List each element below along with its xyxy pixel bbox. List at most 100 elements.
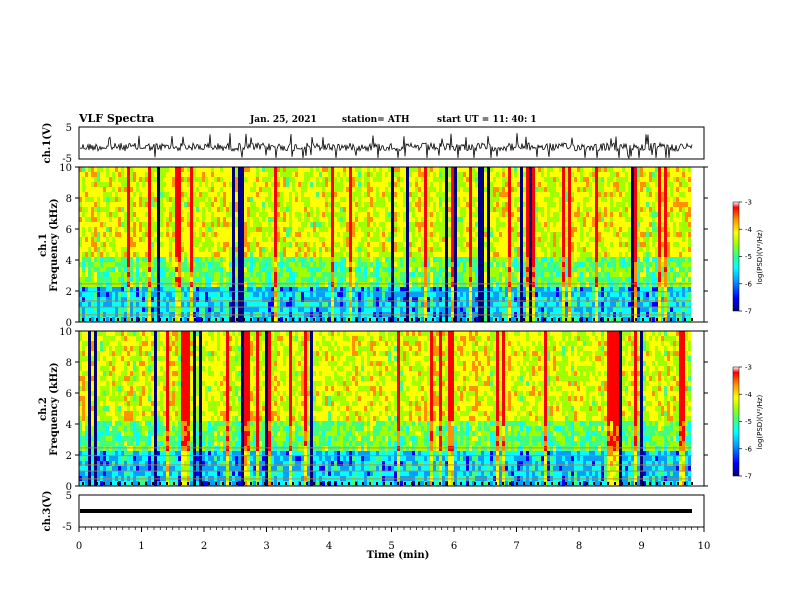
spectrogram-cell [382,302,385,307]
spectrogram-cell [157,307,160,312]
spectrogram-cell [304,282,307,287]
spectrogram-cell [496,267,499,272]
spectrogram-cell [280,297,283,302]
spectrogram-cell [103,247,106,252]
spectrogram-cell [373,287,376,292]
spectrogram-cell [343,217,346,222]
spectrogram-cell [190,282,193,287]
spectrogram-cell [94,272,97,277]
spectrogram-cell [193,307,196,312]
spectrogram-cell [373,307,376,312]
spectrogram-cell [196,297,199,302]
spectrogram-cell [418,177,421,182]
spectrogram-cell [529,272,532,277]
spectrogram-cell [217,217,220,222]
spectrogram-cell [493,222,496,227]
spectrogram-cell [427,172,430,177]
spectrogram-cell [91,297,94,302]
spectrogram-cell [202,167,205,172]
spectrogram-cell [298,202,301,207]
spectrogram-cell [559,257,562,262]
spectrogram-cell [121,212,124,217]
spectrogram-cell [250,172,253,177]
spectrogram-cell [235,242,238,247]
spectrogram-cell [496,297,499,302]
spectrogram-cell [181,307,184,312]
spectrogram-cell [184,287,187,292]
spectrogram-cell [229,237,232,242]
spectrogram-cell [136,172,139,177]
spectrogram-cell [517,287,520,292]
spectrogram-cell [121,232,124,237]
spectrogram-cell [403,187,406,192]
spectrogram-cell [196,187,199,192]
spectrogram-cell [82,282,85,287]
spectrogram-cell [229,282,232,287]
spectrogram-cell [499,182,502,187]
spectrogram-cell [100,227,103,232]
spectrogram-cell [172,222,175,227]
spectrogram-cell [346,197,349,202]
spectrogram-cell [457,257,460,262]
spectrogram-cell [187,182,190,187]
spectrogram-cell [523,227,526,232]
spectrogram-cell [142,252,145,257]
spectrogram-cell [382,197,385,202]
spectrogram-cell [172,237,175,242]
spectrogram-cell [94,267,97,272]
spectrogram-cell [424,292,427,297]
spectrogram-cell [520,307,523,312]
spectrogram-cell [310,227,313,232]
spectrogram-cell [229,177,232,182]
spectrogram-cell [274,202,277,207]
spectrogram-cell [406,262,409,267]
spectrogram-cell [538,197,541,202]
spectrogram-cell [79,187,82,192]
spectrogram-cell [436,267,439,272]
spectrogram-cell [421,252,424,257]
spectrogram-cell [241,167,244,172]
spectrogram-cell [355,242,358,247]
spectrogram-cell [133,202,136,207]
spectrogram-cell [106,187,109,192]
spectrogram-cell [508,232,511,237]
spectrogram-cell [148,272,151,277]
spectrogram-cell [523,172,526,177]
spectrogram-cell [154,202,157,207]
spectrogram-cell [433,192,436,197]
spectrogram-cell [526,222,529,227]
spectrogram-cell [325,262,328,267]
spectrogram-cell [403,207,406,212]
spectrogram-cell [490,277,493,282]
spectrogram-cell [286,232,289,237]
spectrogram-cell [373,302,376,307]
spectrogram-cell [481,257,484,262]
spectrogram-cell [412,307,415,312]
spectrogram-cell [196,302,199,307]
spectrogram-cell [151,167,154,172]
spectrogram-cell [121,277,124,282]
spectrogram-cell [532,232,535,237]
spectrogram-cell [484,237,487,242]
spectrogram-cell [277,257,280,262]
spectrogram-cell [94,182,97,187]
spectrogram-cell [334,292,337,297]
spectrogram-cell [259,187,262,192]
spectrogram-cell [196,292,199,297]
spectrogram-cell [445,192,448,197]
spectrogram-cell [430,222,433,227]
spectrogram-cell [265,227,268,232]
spectrogram-cell [361,287,364,292]
spectrogram-cell [325,307,328,312]
spectrogram-cell [232,267,235,272]
spectrogram-cell [82,237,85,242]
spectrogram-cell [403,242,406,247]
spectrogram-cell [469,182,472,187]
spectrogram-cell [109,297,112,302]
spectrogram-cell [541,237,544,242]
spectrogram-cell [385,217,388,222]
spectrogram-cell [517,302,520,307]
spectrogram-cell [157,277,160,282]
spectrogram-cell [328,262,331,267]
spectrogram-cell [517,202,520,207]
